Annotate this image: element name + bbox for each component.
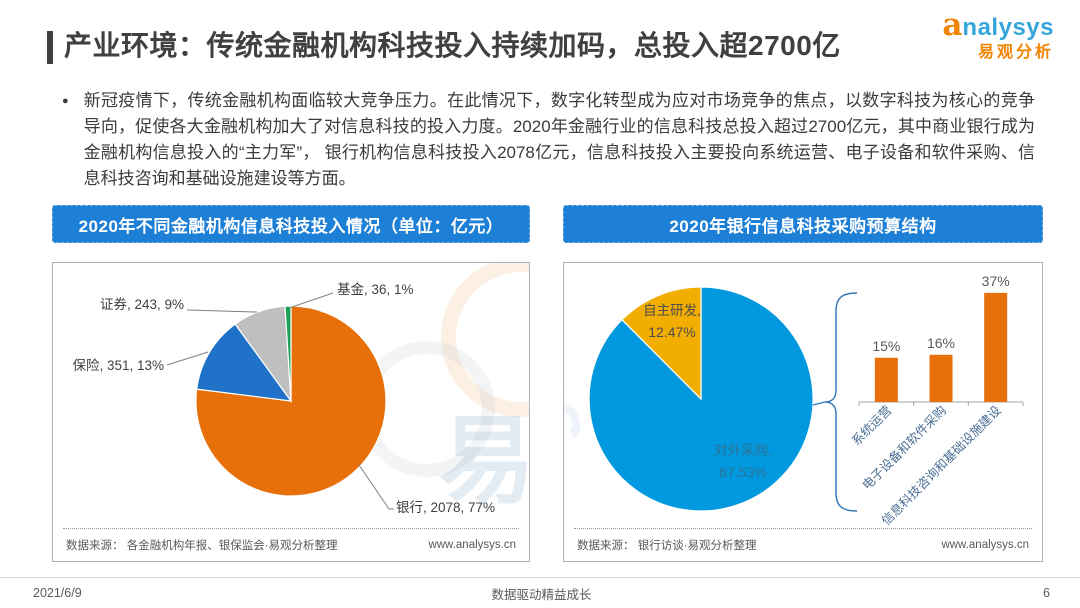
svg-text:自主研发,: 自主研发, xyxy=(643,303,701,318)
page-title: 产业环境：传统金融机构科技投入持续加码，总投入超2700亿 xyxy=(64,30,841,61)
source-label: 数据来源： 银行访谈·易观分析整理 xyxy=(577,540,757,552)
intro-block: ● 新冠疫情下，传统金融机构面临较大竞争压力。在此情况下，数字化转型成为应对市场… xyxy=(62,88,1035,192)
logo-brand-text: nalysys xyxy=(962,14,1054,41)
procurement-pie-and-bar-chart: 对外采购,87.53%自主研发,12.47%15%系统运营16%电子设备和软件采… xyxy=(588,273,1024,528)
slide-footer: 2021/6/9 数据驱动精益成长 6 xyxy=(0,577,1080,608)
left-chart-panel: 易观 银行, 2078, 77%保险, 351, 13%证券, 243, 9%基… xyxy=(52,262,530,562)
institutions-pie-chart: 银行, 2078, 77% 保险, 351, 13% 证券, 243, 9% 基金, … xyxy=(72,281,495,515)
svg-text:系统运营: 系统运营 xyxy=(849,403,894,448)
logo-brand-cn: 易观分析 xyxy=(977,44,1054,61)
svg-text:基金, 36, 1%: 基金, 36, 1% xyxy=(337,281,414,297)
svg-text:对外采购,: 对外采购, xyxy=(714,443,772,458)
source-row: 数据来源： 银行访谈·易观分析整理 www.analysys.cn xyxy=(574,528,1032,561)
svg-text:银行, 2078, 77%: 银行, 2078, 77% xyxy=(396,500,495,515)
website-link[interactable]: www.analysys.cn xyxy=(941,539,1029,551)
logo-a-swoosh-icon: a xyxy=(942,7,963,43)
footer-date: 2021/6/9 xyxy=(33,586,82,600)
analysys-logo: analysys 易观分析 xyxy=(942,10,1054,61)
svg-text:证券, 243, 9%: 证券, 243, 9% xyxy=(100,297,184,312)
svg-text:16%: 16% xyxy=(927,335,955,351)
svg-text:15%: 15% xyxy=(872,338,900,354)
svg-text:87.53%: 87.53% xyxy=(719,464,766,480)
right-chart-banner: 2020年银行信息科技采购预算结构 xyxy=(563,205,1043,243)
source-row: 数据来源： 各金融机构年报、银保监会·易观分析整理 www.analysys.c… xyxy=(63,528,519,561)
left-chart-banner: 2020年不同金融机构信息科技投入情况（单位：亿元） xyxy=(52,205,530,243)
svg-text:信息科技咨询和基础设施建设: 信息科技咨询和基础设施建设 xyxy=(878,402,1004,528)
svg-text:12.47%: 12.47% xyxy=(648,324,695,340)
logo-wordmark: analysys xyxy=(942,10,1054,41)
header: 产业环境：传统金融机构科技投入持续加码，总投入超2700亿 xyxy=(47,27,841,65)
source-label: 数据来源： 各金融机构年报、银保监会·易观分析整理 xyxy=(66,540,338,552)
intro-text: 新冠疫情下，传统金融机构面临较大竞争压力。在此情况下，数字化转型成为应对市场竞争… xyxy=(83,91,1035,188)
svg-text:保险, 351, 13%: 保险, 351, 13% xyxy=(72,358,164,373)
footer-page-number: 6 xyxy=(1043,586,1050,600)
title-accent-bar xyxy=(47,31,53,64)
bullet-icon: ● xyxy=(62,95,69,107)
svg-text:37%: 37% xyxy=(982,273,1010,289)
right-chart-panel: ysys 对外采购, 87.53% 自主研发, 12.47% 15% 系统运营 16% 电子设… xyxy=(563,262,1043,562)
footer-slogan: 数据驱动精益成长 xyxy=(491,587,592,602)
website-link[interactable]: www.analysys.cn xyxy=(428,539,516,551)
